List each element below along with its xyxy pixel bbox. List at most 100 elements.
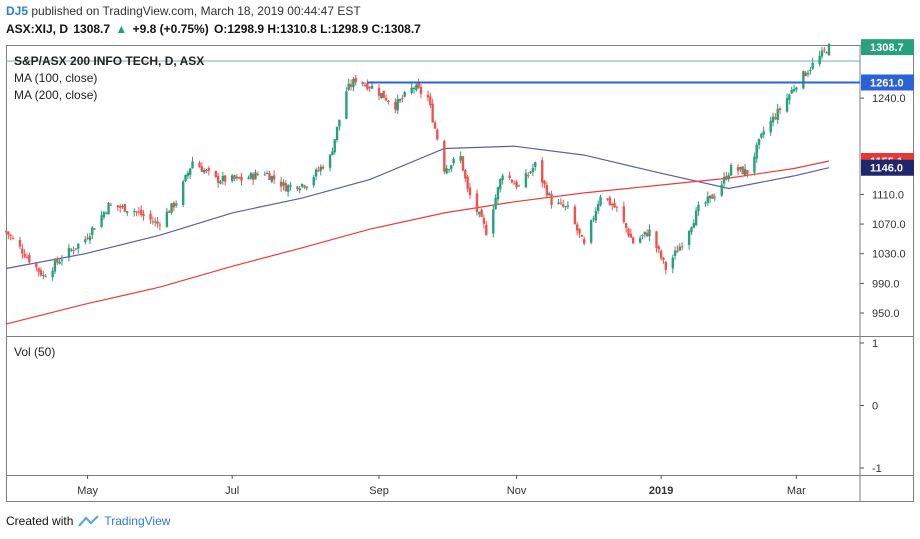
candle-body bbox=[270, 176, 273, 182]
candle-body bbox=[123, 204, 127, 212]
candle-body bbox=[433, 122, 437, 129]
candle-body bbox=[708, 195, 712, 199]
candle-body bbox=[496, 187, 500, 200]
price-badge-ma100 bbox=[861, 159, 914, 176]
candle-body bbox=[56, 258, 59, 263]
candle-body bbox=[349, 84, 353, 87]
candle-body bbox=[482, 218, 486, 224]
candle-body bbox=[706, 196, 709, 203]
candle-body bbox=[741, 166, 744, 175]
legend-ma100[interactable]: MA (100, close) bbox=[14, 71, 98, 85]
candle-body bbox=[790, 89, 793, 94]
candle-body bbox=[692, 223, 695, 229]
candle-body bbox=[303, 185, 306, 188]
candle-body bbox=[599, 196, 602, 206]
candle-body bbox=[93, 228, 96, 230]
candle-body bbox=[499, 179, 502, 190]
candle-body bbox=[377, 87, 381, 96]
candle-body bbox=[74, 248, 78, 250]
candle-body bbox=[778, 108, 782, 111]
candle-body bbox=[545, 185, 549, 196]
candle-body bbox=[53, 260, 57, 272]
tradingview-brand[interactable]: TradingView bbox=[104, 514, 171, 528]
candle-body bbox=[345, 91, 348, 119]
candle-body bbox=[711, 194, 714, 199]
candle-body bbox=[678, 246, 681, 251]
candle-body bbox=[354, 77, 357, 83]
candle-body bbox=[300, 183, 304, 187]
candle-body bbox=[368, 87, 371, 89]
candle-body bbox=[494, 197, 497, 210]
author-name[interactable]: DJ5 bbox=[6, 4, 29, 18]
candle-body bbox=[305, 186, 308, 189]
candle-body bbox=[282, 182, 285, 186]
candle-body bbox=[627, 228, 630, 236]
candle-body bbox=[795, 87, 798, 90]
candle-body bbox=[480, 209, 483, 218]
candle-body bbox=[188, 168, 192, 175]
candle-body bbox=[802, 71, 805, 89]
candle-body bbox=[655, 231, 658, 248]
candle-body bbox=[272, 175, 276, 180]
candle-body bbox=[429, 96, 432, 106]
candle-body bbox=[524, 173, 528, 188]
candle-body bbox=[398, 99, 402, 102]
candle-body bbox=[105, 212, 108, 214]
candle-body bbox=[818, 55, 821, 65]
candle-body bbox=[39, 269, 43, 276]
candle-body bbox=[149, 213, 152, 220]
candle-body bbox=[527, 174, 530, 176]
price-badge-label-last: 1308.7 bbox=[870, 42, 904, 54]
candle-body bbox=[44, 276, 47, 278]
candle-body bbox=[319, 166, 322, 171]
candle-body bbox=[109, 204, 113, 206]
legend-ma200[interactable]: MA (200, close) bbox=[14, 88, 98, 102]
candle-body bbox=[363, 84, 367, 86]
candle-body bbox=[431, 103, 434, 123]
candle-body bbox=[645, 232, 649, 237]
candle-body bbox=[116, 205, 120, 208]
candle-body bbox=[314, 169, 318, 177]
candle-body bbox=[743, 168, 747, 176]
time-axis[interactable] bbox=[6, 475, 914, 502]
candle-body bbox=[265, 173, 269, 175]
candle-body bbox=[135, 211, 138, 213]
candle-body bbox=[804, 72, 807, 77]
candle-body bbox=[172, 202, 176, 208]
candle-body bbox=[501, 175, 504, 180]
candle-body bbox=[517, 185, 521, 187]
candle-body bbox=[233, 175, 236, 180]
candle-body bbox=[174, 203, 178, 206]
candle-body bbox=[613, 203, 616, 208]
candle-body bbox=[18, 239, 22, 247]
candle-body bbox=[403, 92, 406, 97]
candle-body bbox=[825, 52, 828, 54]
candle-body bbox=[419, 86, 423, 94]
candle-body bbox=[557, 202, 560, 204]
price-badge-horizontal-line bbox=[861, 74, 914, 91]
candle-body bbox=[676, 250, 679, 253]
candle-body bbox=[606, 198, 609, 200]
candle-body bbox=[664, 261, 667, 270]
candle-body bbox=[51, 270, 54, 278]
candle-body bbox=[771, 116, 775, 123]
candle-body bbox=[641, 234, 644, 237]
candle-body bbox=[792, 88, 796, 92]
candle-body bbox=[578, 228, 581, 234]
chart-title: S&P/ASX 200 INFO TECH, D, ASX bbox=[14, 54, 205, 68]
candle-body bbox=[230, 175, 234, 182]
candle-body bbox=[100, 215, 103, 228]
candle-body bbox=[165, 211, 169, 227]
symbol-info: ASX:XIJ, D 1308.7 ▲ +9.8 (+0.75%) O:1298… bbox=[6, 22, 423, 36]
candle-body bbox=[347, 83, 350, 90]
candle-body bbox=[447, 169, 451, 171]
candle-body bbox=[158, 224, 162, 226]
legend-volume[interactable]: Vol (50) bbox=[14, 345, 56, 359]
candle-body bbox=[23, 254, 26, 258]
candle-body bbox=[478, 211, 481, 215]
candle-body bbox=[256, 173, 259, 175]
candle-body bbox=[11, 238, 15, 240]
candle-body bbox=[35, 262, 38, 268]
candle-body bbox=[827, 43, 831, 56]
